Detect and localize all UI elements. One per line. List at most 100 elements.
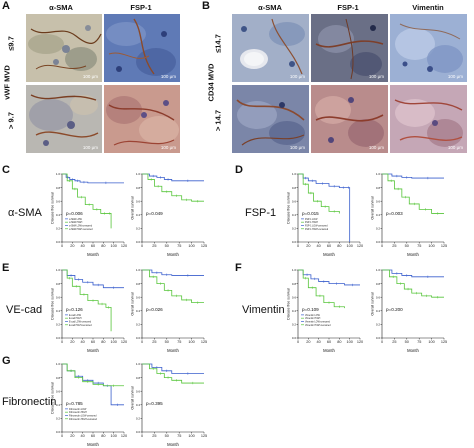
series-line-high: [298, 269, 345, 309]
y-tick-label: 0.4: [376, 309, 381, 313]
y-axis-label: Overall survival: [131, 292, 135, 315]
x-tick-label: 75: [177, 434, 181, 438]
y-tick-label: 0.2: [376, 323, 381, 327]
x-axis-label: Month: [167, 442, 179, 447]
x-tick-label: 120: [357, 340, 363, 344]
y-tick-label: 0.4: [136, 309, 141, 313]
y-tick-label: 0.8: [136, 282, 141, 286]
y-tick-label: 1.0: [56, 172, 61, 176]
x-tick-label: 100: [346, 340, 352, 344]
y-tick-label: 0.8: [136, 376, 141, 380]
y-tick-label: 0.4: [56, 403, 61, 407]
series-line-high: [298, 173, 340, 214]
scalebar-label: 100 μm: [368, 74, 384, 79]
panel-b-row-label-1: ≤14.7: [213, 34, 223, 53]
y-axis-label: Disease free survival: [51, 382, 55, 414]
x-axis-label: Month: [87, 442, 99, 447]
y-tick-label: 0.2: [136, 417, 141, 421]
x-tick-label: 75: [417, 244, 421, 248]
km-plot-D-os: 0.0 0.2 0.4 0.6 0.8 1.0 0 25 50 75 100 125 Month Over…: [371, 172, 448, 257]
y-tick-label: 0.6: [56, 389, 61, 393]
panel-letter-e: E: [2, 262, 10, 274]
panel-letter-b: B: [202, 0, 210, 12]
x-tick-label: 80: [337, 244, 341, 248]
scalebar-label: 100 μm: [447, 74, 463, 79]
scalebar-label: 100 μm: [82, 145, 98, 150]
series-line-low: [382, 173, 444, 179]
micrograph-b-fsp1-high: 100 μm: [311, 85, 388, 153]
x-tick-label: 100: [110, 434, 116, 438]
legend-entry: α-SMA HIGH: [69, 221, 83, 224]
x-tick-label: 60: [327, 340, 331, 344]
y-tick-label: 1.0: [56, 362, 61, 366]
y-tick-label: 0.0: [56, 240, 61, 244]
x-tick-label: 0: [141, 434, 143, 438]
x-tick-label: 80: [101, 340, 105, 344]
x-tick-label: 50: [405, 340, 409, 344]
x-tick-label: 0: [61, 340, 63, 344]
y-axis-label: Disease free survival: [287, 192, 291, 224]
y-tick-label: 0.0: [376, 336, 381, 340]
y-axis-label: Overall survival: [131, 196, 135, 219]
legend-entry: E-cad LOW-censored: [69, 320, 92, 323]
legend-entry: Fibronectin LOW: [69, 408, 87, 411]
y-axis-label: Overall survival: [371, 292, 375, 315]
x-tick-label: 0: [141, 244, 143, 248]
y-tick-label: 0.0: [292, 240, 297, 244]
p-value: p=0.785: [66, 401, 83, 406]
x-tick-label: 120: [121, 340, 127, 344]
marker-label-fibronectin: Fibronectin: [2, 396, 57, 408]
panel-a-col-header-2: FSP-1: [130, 3, 152, 12]
y-tick-label: 0.4: [292, 213, 297, 217]
legend-entry: E-cad LOW: [69, 315, 82, 317]
legend-entry: FSP-1 LOW-censored: [305, 224, 328, 227]
panel-letter-g: G: [2, 355, 11, 367]
legend-entry: Fibronectin HIGH-censored: [69, 418, 98, 421]
x-tick-label: 75: [177, 244, 181, 248]
y-tick-label: 0.6: [56, 199, 61, 203]
x-tick-label: 125: [201, 434, 207, 438]
x-axis-label: Month: [167, 348, 179, 353]
legend-entry: E-cad HIGH-censored: [69, 324, 92, 327]
x-axis-label: Month: [323, 252, 335, 257]
p-value: p=0.049: [146, 211, 163, 216]
panel-letter-f: F: [235, 262, 242, 274]
panel-b-row-label-2: > 14.7: [213, 109, 223, 132]
panel-letter-c: C: [2, 164, 10, 176]
y-tick-label: 0.6: [376, 199, 381, 203]
y-tick-label: 0.2: [292, 323, 297, 327]
p-value: p=0.126: [66, 307, 83, 312]
km-plot-G-os: 0.0 0.2 0.4 0.6 0.8 1.0 0 25 50 75 100 125 Month Over…: [131, 362, 208, 447]
p-value: p=0.026: [146, 307, 163, 312]
y-axis-label: Disease free survival: [287, 288, 291, 320]
y-tick-label: 0.6: [292, 295, 297, 299]
x-tick-label: 100: [188, 244, 194, 248]
y-axis-label: Disease free survival: [51, 288, 55, 320]
p-value: p=0.395: [146, 401, 163, 406]
series-line-low: [62, 269, 124, 289]
y-tick-label: 1.0: [136, 268, 141, 272]
panel-letter-a: A: [2, 0, 10, 12]
x-tick-label: 20: [70, 434, 74, 438]
panel-a-row-label-1: ≤9.7: [6, 36, 16, 51]
y-tick-label: 0.8: [56, 376, 61, 380]
x-tick-label: 60: [91, 434, 95, 438]
km-plot-E-os: 0.0 0.2 0.4 0.6 0.8 1.0 0 25 50 75 100 125 Month Over…: [131, 268, 208, 353]
x-axis-label: Month: [87, 252, 99, 257]
p-value: p=0.015: [302, 211, 319, 216]
km-plot-G-dfs: 0.0 0.2 0.4 0.6 0.8 1.0 0 20 40 60 80 100 120 Month Di…: [51, 362, 128, 447]
x-tick-label: 125: [441, 340, 447, 344]
x-tick-label: 100: [428, 244, 434, 248]
x-tick-label: 50: [165, 434, 169, 438]
series-line-high: [382, 269, 444, 298]
y-axis-label: Overall survival: [371, 196, 375, 219]
km-plot-E-dfs: 0.0 0.2 0.4 0.6 0.8 1.0 0 20 40 60 80 100 120 Month Di…: [51, 268, 128, 353]
legend-entry: Vimentin HIGH-censored: [305, 324, 331, 327]
micrograph-a-asma-high: 100 μm: [26, 85, 102, 153]
x-tick-label: 120: [121, 434, 127, 438]
x-tick-label: 0: [297, 340, 299, 344]
y-tick-label: 0.2: [136, 323, 141, 327]
series-line-high: [62, 363, 124, 387]
x-tick-label: 50: [165, 340, 169, 344]
series-line-low: [298, 269, 360, 286]
